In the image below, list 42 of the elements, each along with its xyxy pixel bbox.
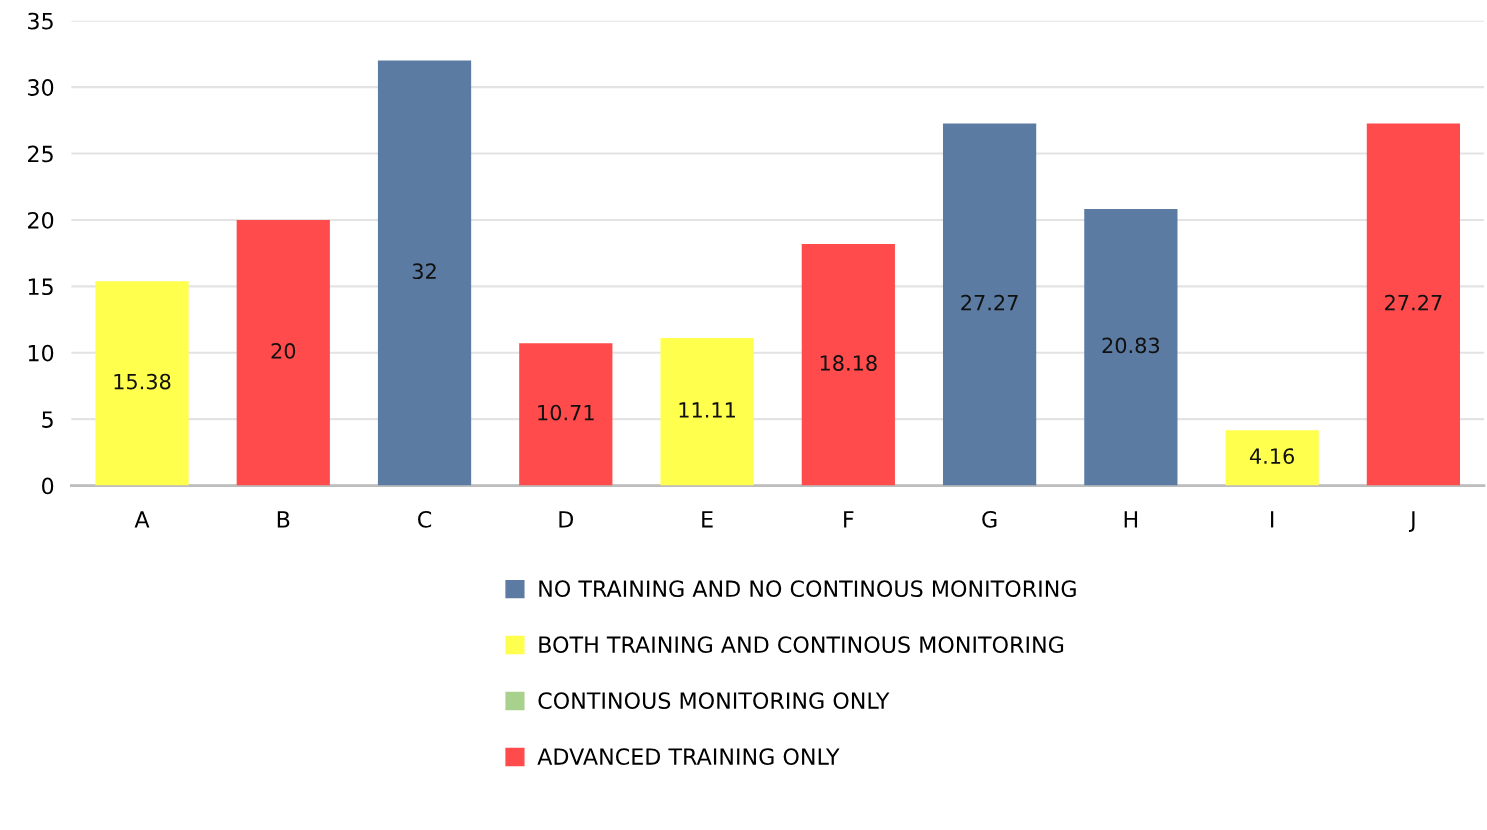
y-tick-label: 35: [28, 12, 53, 30]
y-tick-label: 15: [28, 278, 53, 296]
bar: [519, 343, 613, 486]
y-tick-label: 10: [28, 344, 54, 362]
data-label: 15.38: [114, 373, 171, 390]
bar: [801, 244, 895, 486]
x-tick-label: C: [418, 510, 432, 528]
bar: [236, 219, 330, 486]
data-label: 10.71: [538, 404, 594, 421]
bar: [95, 281, 189, 486]
y-tick-label: 5: [42, 411, 53, 428]
x-tick-label: J: [1408, 511, 1415, 532]
y-tick-label: 20: [28, 211, 54, 229]
x-tick-label: A: [134, 511, 150, 528]
data-label: 18.18: [820, 355, 877, 371]
y-tick-label: 30: [28, 79, 54, 96]
data-label: 27.27: [961, 294, 1018, 311]
data-label: 20.83: [1102, 337, 1160, 354]
x-tick-label: F: [844, 511, 854, 528]
x-tick-label: H: [1124, 511, 1138, 528]
bar: [1225, 430, 1319, 486]
y-tick-label: 25: [28, 145, 53, 163]
data-label: 32: [412, 263, 436, 280]
x-tick-label: D: [559, 511, 574, 528]
data-label: 4.16: [1249, 448, 1295, 464]
legend-label: ADVANCED TRAINING ONLY: [537, 748, 840, 765]
data-label: 27.27: [1385, 294, 1442, 311]
bar: [1084, 208, 1178, 486]
bar: [942, 123, 1037, 486]
bar: [660, 338, 754, 486]
legend-label: CONTINOUS MONITORING ONLY: [538, 692, 890, 710]
x-tick-label: I: [1271, 511, 1274, 528]
bar: [1366, 123, 1461, 486]
legend-label: BOTH TRAINING AND CONTINOUS MONITORING: [539, 636, 1064, 654]
x-tick-label: B: [277, 511, 290, 528]
x-tick-label: G: [982, 510, 997, 528]
legend-label: NO TRAINING AND NO CONTINOUS MONITORING: [539, 580, 1076, 598]
bar: [377, 60, 472, 486]
x-tick-label: E: [702, 511, 713, 528]
data-label: 11.11: [679, 402, 735, 418]
y-tick-label: 0: [42, 477, 54, 495]
data-label: 20: [271, 343, 296, 359]
